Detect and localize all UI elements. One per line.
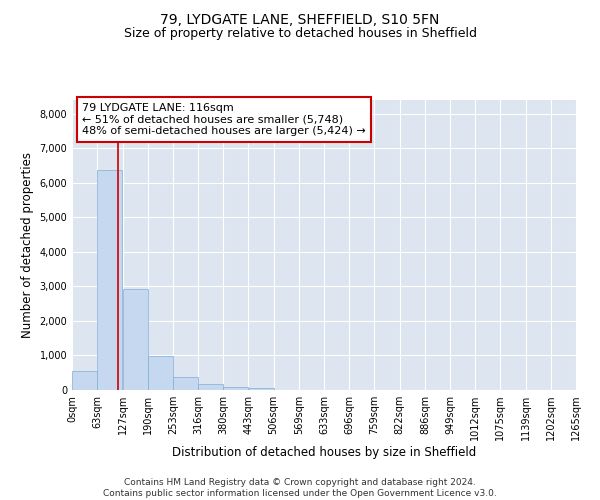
Bar — [223, 387, 248, 390]
Text: Contains HM Land Registry data © Crown copyright and database right 2024.
Contai: Contains HM Land Registry data © Crown c… — [103, 478, 497, 498]
Bar — [97, 170, 122, 390]
Text: Size of property relative to detached houses in Sheffield: Size of property relative to detached ho… — [124, 28, 476, 40]
Bar — [173, 377, 198, 390]
Bar — [248, 388, 274, 390]
Bar — [72, 370, 97, 390]
Text: 79, LYDGATE LANE, SHEFFIELD, S10 5FN: 79, LYDGATE LANE, SHEFFIELD, S10 5FN — [160, 12, 440, 26]
Text: 79 LYDGATE LANE: 116sqm
← 51% of detached houses are smaller (5,748)
48% of semi: 79 LYDGATE LANE: 116sqm ← 51% of detache… — [82, 103, 366, 136]
Bar — [198, 384, 223, 390]
Y-axis label: Number of detached properties: Number of detached properties — [21, 152, 34, 338]
Bar — [148, 356, 173, 390]
X-axis label: Distribution of detached houses by size in Sheffield: Distribution of detached houses by size … — [172, 446, 476, 459]
Bar — [122, 289, 148, 390]
